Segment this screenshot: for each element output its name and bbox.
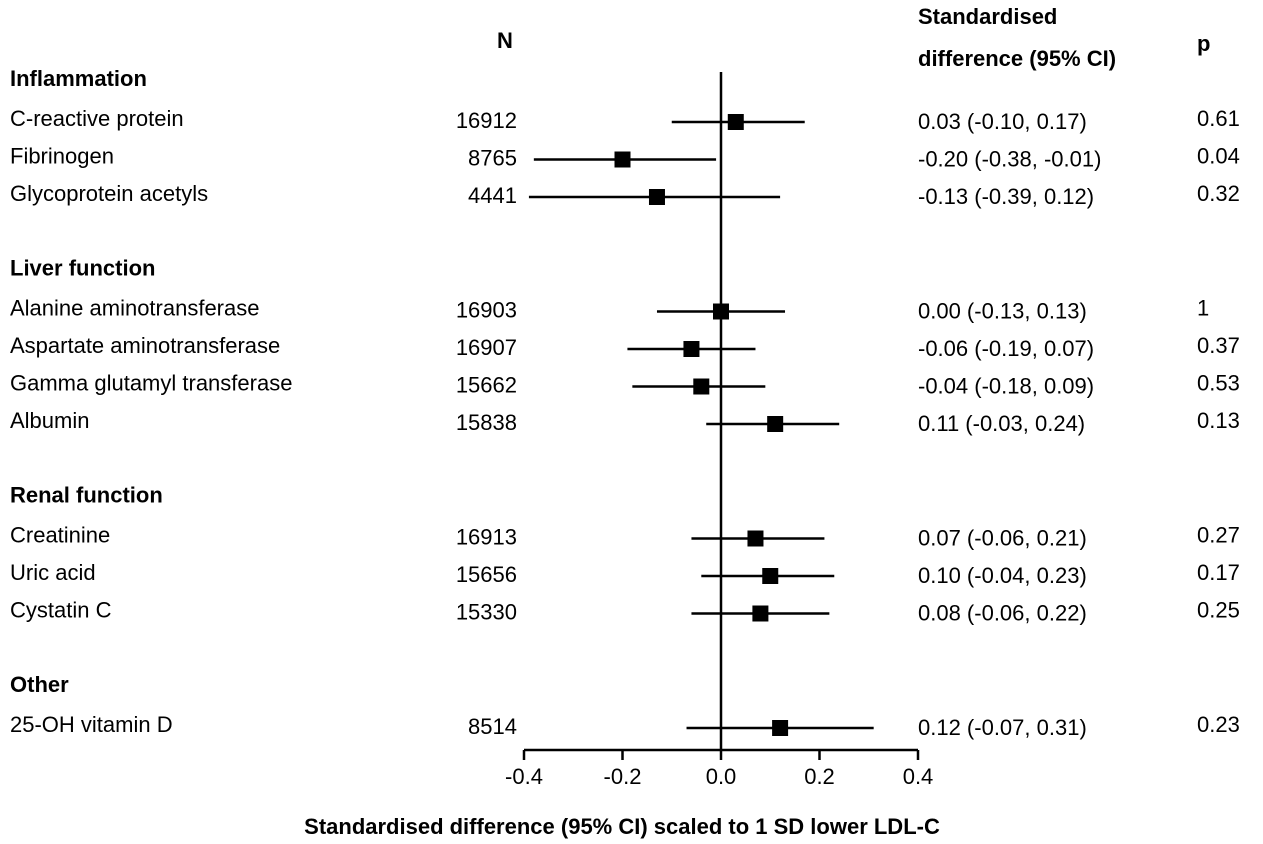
n-value: 16913 [456,524,517,549]
ci-header: difference (95% CI) [918,46,1116,71]
point-estimate [713,303,729,320]
ci-label: -0.20 (-0.38, -0.01) [918,146,1101,171]
point-estimate [614,151,631,168]
p-value: 0.04 [1197,143,1240,168]
ci-label: -0.06 (-0.19, 0.07) [918,336,1094,361]
ci-label: -0.04 (-0.18, 0.09) [918,373,1094,398]
x-tick-label: -0.2 [604,764,642,789]
row-label: Albumin [10,408,89,433]
group-header: Inflammation [10,66,147,91]
ci-label: 0.00 (-0.13, 0.13) [918,298,1087,323]
row-label: Aspartate aminotransferase [10,333,280,358]
ci-label: 0.07 (-0.06, 0.21) [918,525,1087,550]
ci-label: 0.11 (-0.03, 0.24) [918,411,1085,436]
point-estimate [683,341,700,357]
point-estimate [762,568,779,584]
row-label: Glycoprotein acetyls [10,181,208,206]
p-value: 0.32 [1197,181,1240,206]
x-tick-label: -0.4 [505,764,543,789]
p-value: 0.37 [1197,333,1240,358]
row-label: Gamma glutamyl transferase [10,370,292,395]
n-value: 15330 [456,599,517,624]
group-header: Renal function [10,482,163,507]
p-value: 0.23 [1197,712,1240,737]
ci-label: 0.12 (-0.07, 0.31) [918,715,1087,740]
x-tick-label: 0.0 [706,764,737,789]
p-value: 0.13 [1197,408,1240,433]
n-value: 8514 [468,714,517,739]
row-label: Creatinine [10,522,110,547]
point-estimate [772,720,789,736]
p-header: p [1197,31,1210,56]
n-value: 16907 [456,335,517,360]
point-estimate [727,114,744,130]
n-value: 15838 [456,410,517,435]
n-value: 8765 [468,145,517,170]
point-estimate [752,605,769,622]
p-value: 0.25 [1197,597,1240,622]
n-value: 16903 [456,297,517,322]
n-header: N [497,28,513,53]
row-label: C-reactive protein [10,106,184,131]
p-value: 0.61 [1197,106,1240,131]
x-tick-label: 0.2 [804,764,835,789]
point-estimate [747,530,764,547]
point-estimate [648,189,665,205]
ci-label: 0.03 (-0.10, 0.17) [918,109,1087,134]
row-label: 25-OH vitamin D [10,712,173,737]
row-label: Cystatin C [10,597,112,622]
ci-header: Standardised [918,4,1057,29]
ci-label: 0.08 (-0.06, 0.22) [918,600,1087,625]
group-header: Other [10,672,69,697]
ci-label: 0.10 (-0.04, 0.23) [918,563,1087,588]
p-value: 0.53 [1197,370,1240,395]
row-label: Fibrinogen [10,143,114,168]
n-value: 15656 [456,562,517,587]
ci-label: -0.13 (-0.39, 0.12) [918,184,1094,209]
p-value: 0.17 [1197,560,1240,585]
group-header: Liver function [10,255,155,280]
p-value: 0.27 [1197,522,1240,547]
n-value: 4441 [468,183,517,208]
row-label: Alanine aminotransferase [10,295,259,320]
row-label: Uric acid [10,560,96,585]
point-estimate [767,416,784,432]
x-axis-label: Standardised difference (95% CI) scaled … [304,814,940,839]
point-estimate [693,378,710,395]
x-tick-label: 0.4 [903,764,934,789]
p-value: 1 [1197,295,1209,320]
n-value: 16912 [456,108,517,133]
n-value: 15662 [456,372,517,397]
